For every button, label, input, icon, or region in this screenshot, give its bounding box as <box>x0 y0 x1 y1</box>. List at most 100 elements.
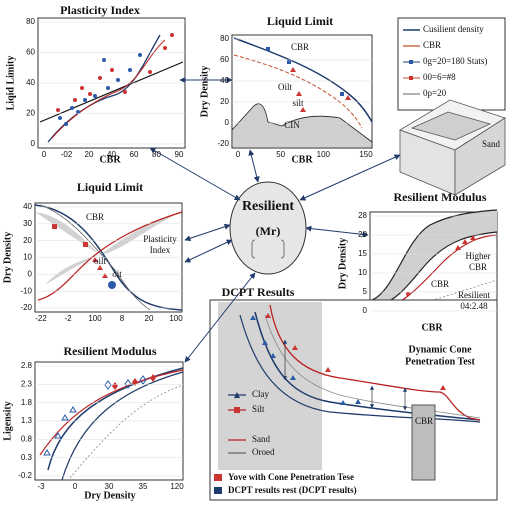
y-tick-label: 0 <box>363 306 368 315</box>
x-tick-label: 20 <box>145 314 154 323</box>
x-tick-label: 100 <box>169 314 183 323</box>
panel-0-curves <box>39 33 184 143</box>
dcpt-shade <box>218 302 322 470</box>
y-tick-label: 80 <box>220 34 229 43</box>
y-tick-label: -0.2 <box>18 471 32 480</box>
legend-entry: 0g=20=180 Stats) <box>423 56 487 66</box>
x-tick-label: -02 <box>61 150 73 159</box>
panel-title: Plasticity Index <box>60 3 140 17</box>
annotation: Oilt <box>278 82 293 92</box>
x-tick-label: 20 <box>85 150 94 159</box>
legend-box <box>397 17 506 111</box>
y-axis-label: Dry Density <box>199 66 210 117</box>
center-subtitle: (Mr) <box>256 224 281 238</box>
legend-entry: Oroed <box>252 447 275 457</box>
panel-4-curves <box>39 367 184 481</box>
note: DCPT results rest (DCPT results) <box>228 485 357 495</box>
annotation: Index <box>150 245 171 255</box>
panel-1-curves <box>231 37 373 149</box>
x-tick-label: 8 <box>120 314 125 323</box>
sand-block <box>399 99 506 196</box>
y-tick-label: -10 <box>20 286 32 295</box>
x-axis-label: CBR <box>421 322 443 333</box>
y-tick-label: 20 <box>220 97 229 106</box>
center-title: Resilient <box>242 199 294 214</box>
annotation: CIN <box>284 120 300 130</box>
legend-entry: Sand <box>252 434 271 444</box>
legend-entry: Cusilient density <box>423 24 484 34</box>
y-tick-label: 1.3 <box>21 416 33 425</box>
y-axis-label: Liqid Limity <box>5 56 16 111</box>
y-tick-label: 60 <box>220 55 229 64</box>
x-tick-label: 0 <box>73 482 78 491</box>
legend-entry: CBR <box>423 40 441 50</box>
y-tick-label: 40 <box>23 202 32 211</box>
y-axis-label: Dry Density <box>337 238 348 289</box>
annotation: oit <box>112 269 122 279</box>
annotation: oilt <box>94 256 107 266</box>
y-tick-label: 2.8 <box>21 361 33 370</box>
y-tick-label: 0 <box>225 118 230 127</box>
x-tick-label: -22 <box>35 314 47 323</box>
y-tick-label: 28 <box>358 211 367 220</box>
panel-2-curves <box>34 204 183 311</box>
y-axis-label: Ligensity <box>2 401 13 440</box>
x-tick-label: 30 <box>105 482 114 491</box>
test-label: Penetration Test <box>405 356 475 367</box>
y-axis-label: Dry Density <box>2 232 13 283</box>
box-label: CBR <box>415 416 433 426</box>
y-tick-label: 80 <box>26 17 35 26</box>
annotation: CBR <box>469 262 487 272</box>
x-tick-label: 100 <box>317 150 331 159</box>
y-tick-label: 1.8 <box>21 398 33 407</box>
x-tick-label: 40 <box>107 150 116 159</box>
x-axis-label: CBR <box>99 154 121 165</box>
arrows <box>149 77 401 363</box>
y-tick-label: 0 <box>31 139 36 148</box>
x-tick-label: 0 <box>236 150 241 159</box>
y-tick-label: 10 <box>23 253 32 262</box>
block-label: Sand <box>482 139 501 149</box>
panel-title: Resilient Modulus <box>393 190 486 204</box>
x-tick-label: 150 <box>359 150 373 159</box>
y-tick-label: 40 <box>220 76 229 85</box>
x-axis-label: CBR <box>291 154 313 165</box>
panel-title: Liquid Limit <box>77 180 143 194</box>
legend-entry: 00=6=#8 <box>423 72 456 82</box>
bracket <box>251 239 285 259</box>
y-tick-label: 20 <box>23 236 32 245</box>
annotation: Higher <box>466 251 491 261</box>
x-tick-label: 80 <box>152 150 161 159</box>
annotation: Plasticity <box>143 234 177 244</box>
y-tick-label: 40 <box>26 78 35 87</box>
y-tick-label: 0.3 <box>21 453 33 462</box>
panel-title: Resilient Modulus <box>63 344 156 358</box>
y-tick-label: 0 <box>28 269 33 278</box>
dcpt-curves <box>214 304 481 494</box>
legend-entry: Silt <box>252 404 265 414</box>
test-label: Dynamic Cone <box>408 344 472 355</box>
x-tick-label: 50 <box>276 150 285 159</box>
x-tick-label: -2 <box>64 314 72 323</box>
x-tick-label: 0 <box>42 150 47 159</box>
y-tick-label: -20 <box>217 139 229 148</box>
x-tick-label: 100 <box>88 314 102 323</box>
panel-title: Liquid Limit <box>267 14 333 28</box>
x-tick-label: -3 <box>37 482 45 491</box>
annotation: silt <box>292 98 304 108</box>
annotation: CBR <box>291 42 309 52</box>
legend-entry: 0p=20 <box>423 88 447 98</box>
annotation: CBR <box>86 212 104 222</box>
note: Yove with Cone Penetration Tese <box>228 472 354 482</box>
y-tick-label: 10 <box>358 268 367 277</box>
y-tick-label: 20 <box>358 230 367 239</box>
annotation: Resilient <box>458 290 490 300</box>
y-tick-label: -20 <box>20 303 32 312</box>
y-tick-label: 5 <box>363 287 368 296</box>
x-axis-label: Dry Density <box>84 490 135 501</box>
x-tick-label: 90 <box>175 150 184 159</box>
y-tick-label: 60 <box>26 48 35 57</box>
y-tick-label: 30 <box>23 219 32 228</box>
dcpt-title: DCPT Results <box>222 285 295 299</box>
